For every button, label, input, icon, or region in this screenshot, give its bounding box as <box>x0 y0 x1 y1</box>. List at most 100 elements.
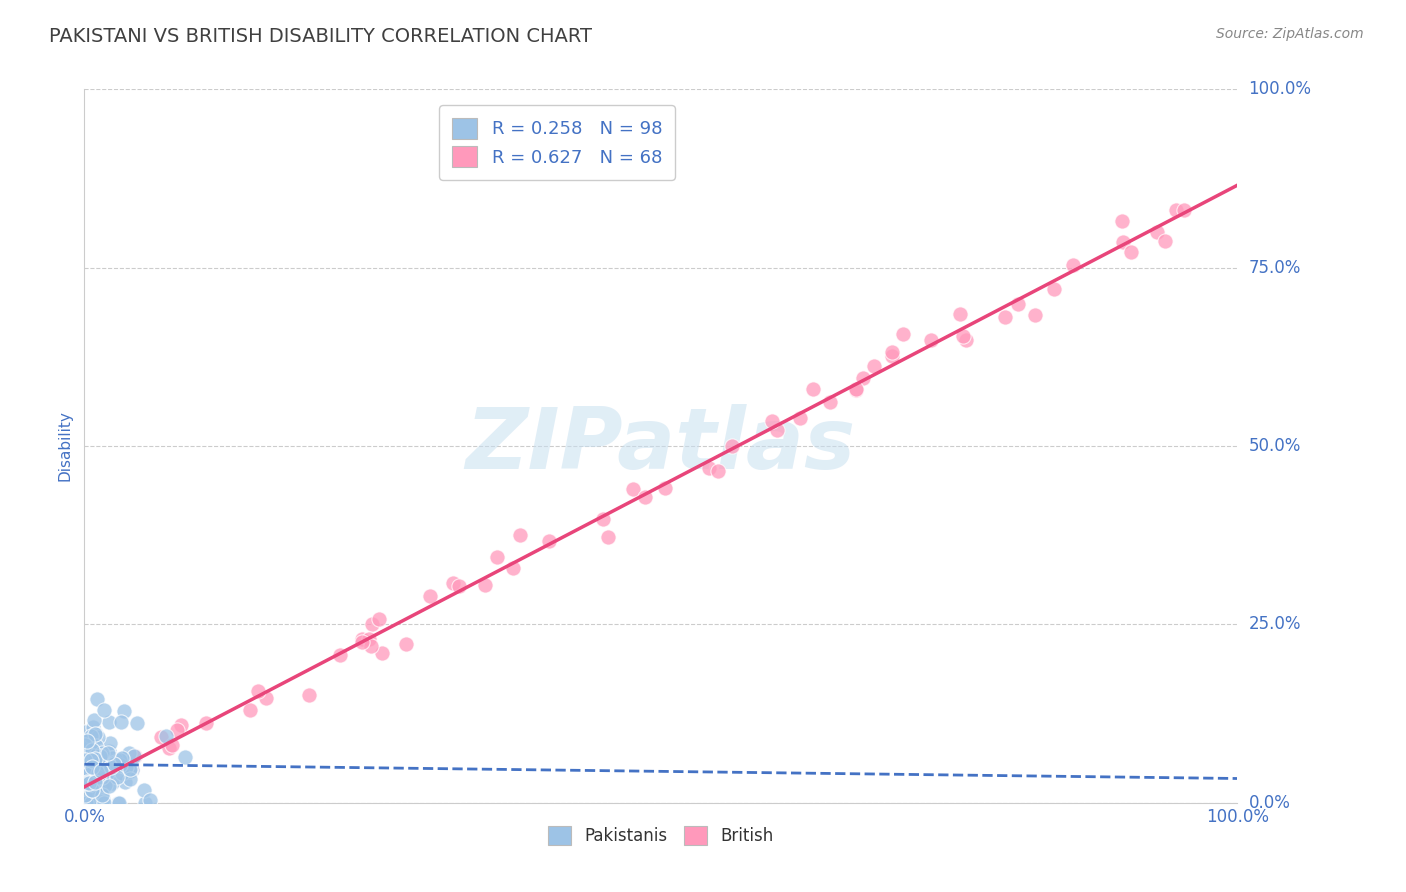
Point <box>105 754 128 768</box>
Point <box>1043 282 1066 296</box>
Point <box>86 727 108 741</box>
Point <box>169 717 191 731</box>
Point <box>845 382 868 396</box>
Point <box>101 776 124 790</box>
Point <box>121 763 143 777</box>
Point <box>150 730 173 744</box>
Point <box>447 579 470 593</box>
Point <box>538 534 561 549</box>
Point <box>75 788 97 802</box>
Point <box>360 639 382 653</box>
Point <box>125 715 148 730</box>
Point <box>105 770 128 784</box>
Point <box>79 739 101 753</box>
Point <box>84 775 107 789</box>
Point <box>818 394 841 409</box>
Point <box>79 764 101 779</box>
Point <box>73 761 96 775</box>
Point <box>110 758 132 772</box>
Point <box>882 344 904 359</box>
Point <box>73 725 96 739</box>
Point <box>91 764 114 778</box>
Text: 0.0%: 0.0% <box>1249 794 1291 812</box>
Point <box>160 738 183 752</box>
Y-axis label: Disability: Disability <box>58 410 73 482</box>
Point <box>80 783 103 797</box>
Point <box>93 755 115 769</box>
Point <box>84 740 107 755</box>
Point <box>108 753 131 767</box>
Point <box>82 782 104 797</box>
Point <box>90 764 112 778</box>
Point <box>1173 202 1195 217</box>
Point <box>76 734 98 748</box>
Point <box>1164 203 1187 218</box>
Point <box>86 692 108 706</box>
Point <box>1111 213 1133 227</box>
Point <box>1146 225 1168 239</box>
Point <box>111 766 134 780</box>
Point <box>77 776 100 790</box>
Point <box>101 751 124 765</box>
Point <box>122 749 145 764</box>
Point <box>100 759 122 773</box>
Point <box>118 762 141 776</box>
Point <box>86 740 108 755</box>
Point <box>882 349 904 363</box>
Point <box>75 756 97 771</box>
Point <box>91 792 114 806</box>
Point <box>91 788 114 802</box>
Point <box>93 796 115 810</box>
Point <box>89 749 111 764</box>
Point <box>155 729 177 743</box>
Point <box>80 760 103 774</box>
Point <box>329 648 352 662</box>
Point <box>98 737 121 751</box>
Point <box>509 527 531 541</box>
Point <box>107 757 129 772</box>
Text: 25.0%: 25.0% <box>1249 615 1301 633</box>
Point <box>76 753 98 767</box>
Point <box>83 752 105 766</box>
Point <box>120 772 142 786</box>
Point <box>707 464 730 478</box>
Point <box>80 753 103 767</box>
Point <box>87 730 110 744</box>
Point <box>76 776 98 790</box>
Point <box>82 749 104 764</box>
Text: 100.0%: 100.0% <box>1249 80 1312 98</box>
Point <box>100 760 122 774</box>
Point <box>110 715 132 730</box>
Point <box>1153 234 1175 248</box>
Point <box>139 793 162 807</box>
Point <box>395 637 418 651</box>
Point <box>1024 309 1046 323</box>
Point <box>862 359 884 373</box>
Point <box>633 491 655 505</box>
Point <box>239 703 262 717</box>
Point <box>955 334 977 348</box>
Point <box>91 770 114 784</box>
Text: 50.0%: 50.0% <box>1249 437 1301 455</box>
Point <box>114 775 136 789</box>
Point <box>502 560 524 574</box>
Point <box>107 796 129 810</box>
Point <box>598 530 620 544</box>
Point <box>76 759 98 773</box>
Legend: Pakistanis, British: Pakistanis, British <box>541 819 780 852</box>
Point <box>157 740 180 755</box>
Point <box>1007 297 1029 311</box>
Point <box>115 760 138 774</box>
Point <box>1112 235 1135 249</box>
Point <box>76 775 98 789</box>
Point <box>93 703 115 717</box>
Point <box>654 481 676 495</box>
Point <box>82 720 104 734</box>
Point <box>107 796 129 810</box>
Point <box>96 757 118 772</box>
Point <box>118 764 141 778</box>
Point <box>98 744 121 758</box>
Point <box>920 333 942 347</box>
Point <box>845 383 868 397</box>
Point <box>86 796 108 810</box>
